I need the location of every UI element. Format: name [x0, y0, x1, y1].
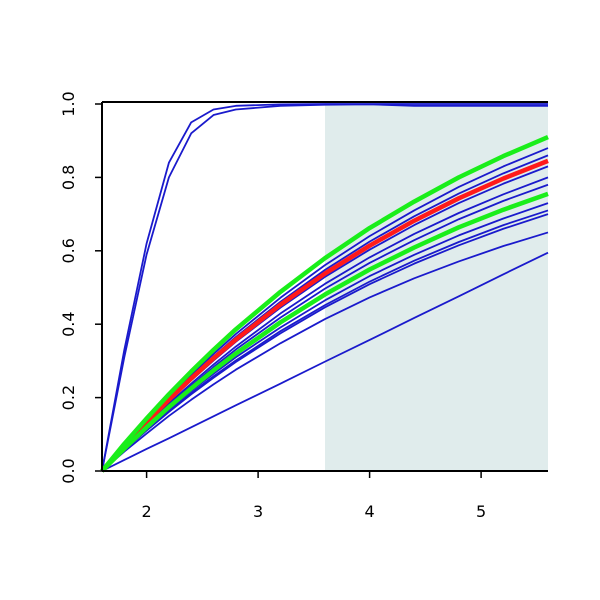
y-tick-label: 0.2 — [59, 385, 78, 410]
y-tick-label: 0.8 — [59, 165, 78, 190]
series-line — [101, 251, 549, 472]
y-tick-label: 0.4 — [59, 311, 78, 336]
series-line — [101, 103, 548, 472]
series-line — [101, 103, 548, 472]
series-line — [100, 158, 549, 473]
x-tick-label: 3 — [253, 502, 263, 521]
y-tick-label: 0.6 — [59, 238, 78, 263]
y-tick-label: 1.0 — [59, 91, 78, 116]
series-line — [100, 134, 549, 473]
x-tick-label: 5 — [476, 502, 486, 521]
x-tick-label: 4 — [365, 502, 375, 521]
series-line — [100, 191, 549, 473]
series-line — [101, 231, 549, 472]
y-tick-label: 0.0 — [59, 458, 78, 483]
x-tick-label: 2 — [142, 502, 152, 521]
series-line — [101, 213, 549, 472]
